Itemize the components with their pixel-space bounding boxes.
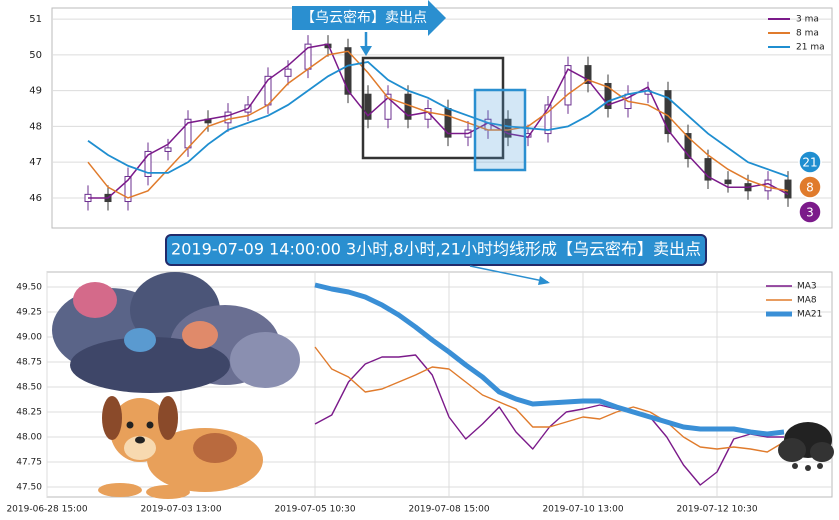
- y-tick-label: 49.50: [16, 283, 42, 293]
- pointer-head: [538, 276, 550, 285]
- candle-body: [424, 108, 432, 120]
- candle-body: [664, 90, 672, 135]
- badge: [798, 200, 822, 224]
- badge: [798, 150, 822, 174]
- highlight-box: [473, 88, 527, 172]
- badge-label: 3: [806, 206, 814, 220]
- candle-body: [224, 111, 232, 124]
- x-tick-label: 2019-07-12 10:30: [676, 505, 757, 515]
- x-tick-label: 2019-06-28 15:00: [6, 505, 87, 515]
- candle-body: [164, 147, 172, 152]
- annotation: 【乌云密布】卖出点: [301, 9, 427, 26]
- candle-body: [704, 158, 712, 181]
- y-tick-label: 47.50: [16, 483, 42, 493]
- candle-body: [604, 82, 612, 110]
- pointer: [469, 265, 549, 283]
- annotation-arrow: [292, 0, 446, 36]
- y-tick-label: 51: [29, 14, 42, 25]
- candle-body: [564, 65, 572, 106]
- ma-line: [314, 282, 785, 437]
- candle-body: [284, 68, 292, 77]
- legend-label: MA21: [797, 310, 822, 320]
- banner: [165, 234, 707, 266]
- cloud-illustration: [52, 272, 300, 393]
- y-tick-label: 49.00: [16, 333, 42, 343]
- legend-label: 21 ma: [796, 43, 825, 53]
- y-tick-label: 47: [29, 157, 42, 168]
- y-tick-label: 46: [29, 193, 42, 204]
- dog-illustration: [98, 396, 263, 499]
- candle-body: [504, 118, 512, 138]
- candle-body: [124, 175, 132, 203]
- badge-label: 8: [806, 181, 814, 195]
- candle-body: [544, 104, 552, 135]
- candle-body: [364, 93, 372, 120]
- x-tick-label: 2019-07-03 13:00: [140, 505, 221, 515]
- storm-cloud-icon: [778, 422, 834, 471]
- y-tick-label: 48.50: [16, 383, 42, 393]
- legend-label: 8 ma: [796, 29, 819, 39]
- banner-text: 2019-07-09 14:00:00 3小时,8小时,21小时均线形成【乌云密…: [171, 240, 701, 259]
- y-tick-label: 50: [29, 50, 42, 61]
- candle-body: [784, 179, 792, 199]
- y-tick-label: 49.25: [16, 308, 42, 318]
- pointer-head: [360, 46, 372, 56]
- ma-line: [88, 43, 789, 199]
- ma-line: [87, 50, 789, 199]
- x-tick-label: 2019-07-05 10:30: [274, 505, 355, 515]
- candle-body: [144, 150, 152, 177]
- legend-label: MA8: [797, 296, 817, 306]
- y-tick-label: 48.75: [16, 358, 42, 368]
- y-tick-label: 49: [29, 86, 42, 97]
- legend-label: 3 ma: [796, 15, 819, 25]
- ma-line: [314, 346, 785, 453]
- legend-label: MA3: [797, 282, 817, 292]
- top-plot: [51, 7, 833, 229]
- badge-label: 21: [802, 156, 817, 170]
- x-tick-label: 2019-07-10 13:00: [542, 505, 623, 515]
- highlight-box: [361, 56, 505, 160]
- candle-body: [684, 133, 692, 160]
- ma-line: [87, 61, 789, 178]
- candle-body: [584, 65, 592, 84]
- candle-body: [344, 47, 352, 95]
- candle-body: [384, 93, 392, 120]
- y-tick-label: 48.25: [16, 408, 42, 418]
- y-tick-label: 48.00: [16, 433, 42, 443]
- y-tick-label: 47.75: [16, 458, 42, 468]
- y-tick-label: 48: [29, 121, 42, 132]
- candle-body: [724, 179, 732, 185]
- badge: [798, 175, 822, 199]
- x-tick-label: 2019-07-08 15:00: [408, 505, 489, 515]
